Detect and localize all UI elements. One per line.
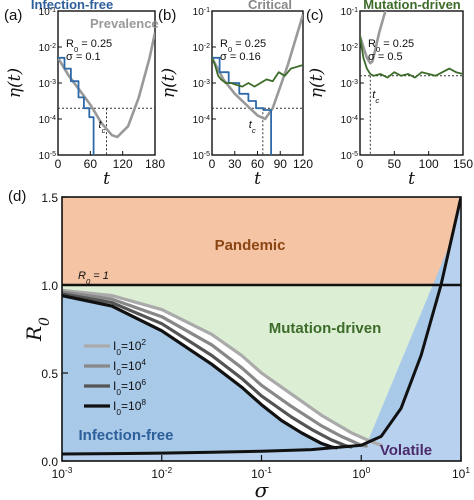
region-label-infection-free: Infection-free (78, 427, 173, 444)
param-sigma: σ = 0.5 (368, 51, 403, 63)
param-r0: R0 = 0.25 (66, 38, 112, 54)
y-tick-label: 1.5 (41, 191, 58, 205)
y-tick-label: 10-2 (341, 43, 358, 55)
plot-area (58, 32, 155, 155)
panel-letter: (b) (158, 7, 176, 24)
y-tick-label: 10-5 (193, 151, 210, 163)
param-r0: R0 = 0.25 (368, 38, 414, 54)
x-axis-label: t (103, 169, 110, 189)
y-tick-label: 10-4 (39, 115, 56, 127)
series-curve-1 (62, 290, 368, 448)
x-axis-label: t (408, 169, 415, 189)
region-infection-free (62, 241, 461, 461)
x-tick-label: 101 (452, 465, 470, 481)
transition-band (62, 290, 382, 448)
param-sigma: σ = 0.16 (220, 51, 261, 63)
panel-title: Mutation-driven (363, 0, 461, 12)
x-tick-label: 10-1 (251, 465, 272, 481)
x-tick-label: 60 (84, 157, 98, 171)
series-curve-2 (62, 292, 353, 449)
region-label-pandemic: Pandemic (215, 237, 286, 254)
x-tick-label: 0 (209, 157, 216, 171)
x-axis-label: t (254, 169, 261, 189)
x-tick-label: 10-3 (52, 465, 73, 481)
panel-title: Infection-free (31, 0, 113, 12)
panel-c: Mutation-driven (c) 10-5 10-4 10-3 10-2 10-1 0 5… (306, 0, 473, 189)
panel-a: Infection-free (a) 10-5 10-4 10-3 10-2 10-1 0 60… (4, 0, 165, 189)
y-tick-label: 10-5 (39, 151, 56, 163)
tc-label: tc (99, 119, 106, 135)
region-label-mutation-driven: Mutation-driven (269, 320, 382, 337)
y-tick-label: 0.5 (41, 367, 58, 381)
x-tick-label: 10-2 (151, 465, 172, 481)
y-tick-label: 10-2 (39, 43, 56, 55)
x-tick-label: 100 (419, 157, 439, 171)
y-tick-label: 10-3 (193, 79, 210, 91)
x-tick-label: 50 (388, 157, 402, 171)
region-label-volatile: Volatile (380, 442, 432, 459)
x-tick-label: 100 (352, 465, 370, 481)
panel-title: Critical (248, 0, 292, 12)
y-tick-label: 1.0 (41, 279, 58, 293)
axes-frame (359, 10, 464, 156)
x-axis-label: σ (255, 478, 270, 500)
simulation-series-blue (212, 56, 272, 155)
plot-area (360, 11, 463, 155)
reference-label: R0 = 1 (78, 270, 109, 286)
panel-b: Critical (b) 10-5 10-4 10-3 10-2 10-1 0 30 60 90 12… (158, 0, 313, 189)
legend-label-3: I0=108 (113, 397, 146, 417)
x-tick-label: 90 (274, 157, 288, 171)
y-axis-label: η(t) (159, 68, 179, 98)
y-tick-label: 10-1 (193, 7, 210, 19)
prevalence-curve (360, 11, 387, 65)
simulation-series-green (360, 36, 463, 79)
legend-prevalence: Prevalence (90, 16, 159, 31)
region-volatile-top (62, 197, 461, 461)
tc-label: tc (249, 119, 256, 135)
y-tick-label: 10-2 (193, 43, 210, 55)
y-axis-label: η(t) (5, 68, 25, 98)
y-axis-label: η(t) (307, 68, 327, 98)
simulation-series-green (212, 57, 303, 88)
prevalence-curve (58, 32, 155, 139)
y-tick-label: 10-4 (341, 115, 358, 127)
tc-label: tc (372, 89, 379, 105)
y-tick-label: 10-3 (341, 79, 358, 91)
legend-label-1: I0=104 (113, 357, 146, 377)
series-curve-3 (62, 294, 338, 450)
legend-label-2: I0=106 (113, 377, 146, 397)
x-tick-label: 30 (228, 157, 242, 171)
x-tick-label: 0 (357, 157, 364, 171)
legend-label-0: I0=102 (113, 337, 146, 357)
param-sigma: σ = 0.1 (66, 51, 101, 63)
y-axis-label: R0 (22, 317, 53, 342)
x-tick-label: 0 (55, 157, 62, 171)
y-tick-label: 10-5 (341, 151, 358, 163)
x-tick-label: 60 (251, 157, 265, 171)
plot-area (62, 197, 461, 461)
series-curve-0 (62, 288, 383, 447)
y-tick-label: 10-1 (341, 7, 358, 19)
param-r0: R0 = 0.25 (220, 38, 266, 54)
plot-area (212, 14, 303, 155)
panel-letter: (a) (4, 7, 22, 24)
x-tick-label: 180 (145, 157, 165, 171)
panel-letter: (c) (306, 7, 324, 24)
simulation-series-blue (58, 56, 95, 155)
y-tick-label: 10-3 (39, 79, 56, 91)
panel-d: 0.0 0.5 1.0 1.5 10-3 10-2 10-1 100 101 σ R0 (d) R0 =… (8, 188, 470, 500)
x-tick-label: 120 (293, 157, 313, 171)
y-tick-label: 0.0 (41, 455, 58, 469)
x-tick-label: 150 (453, 157, 473, 171)
y-tick-label: 10-1 (39, 7, 56, 19)
region-pandemic (62, 197, 461, 285)
prevalence-curve (212, 14, 303, 121)
y-tick-label: 10-4 (193, 115, 210, 127)
x-tick-label: 120 (113, 157, 133, 171)
panel-letter: (d) (8, 188, 26, 205)
